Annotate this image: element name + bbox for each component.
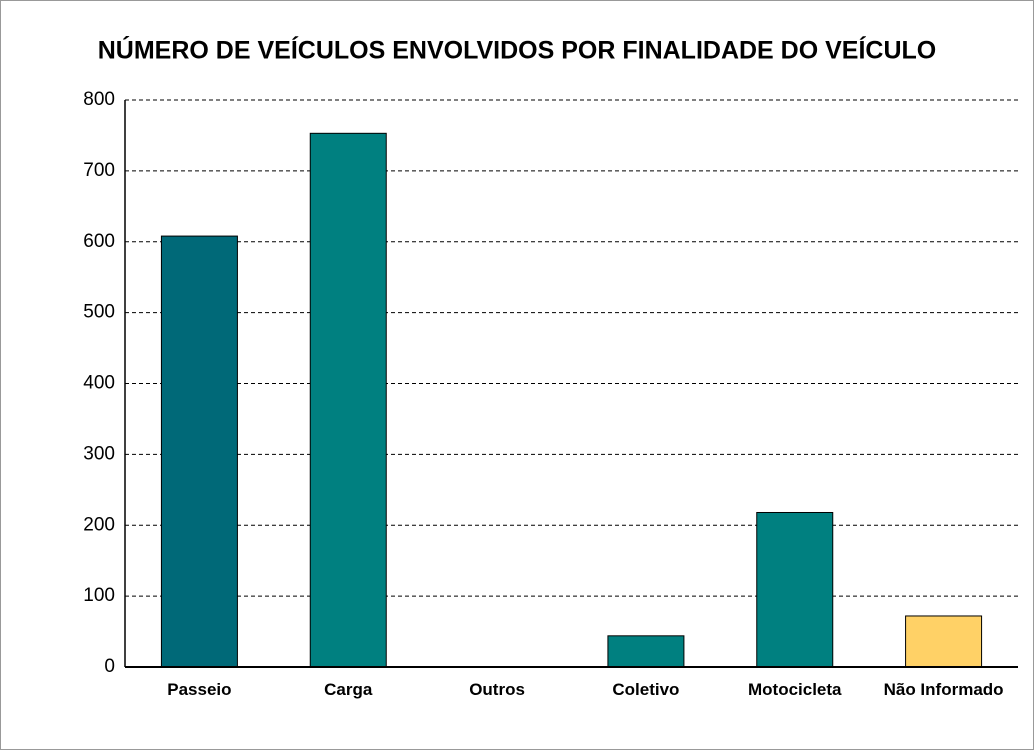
y-tick-label: 0 [104,656,115,677]
y-tick-label: 400 [83,373,115,394]
bar [309,132,387,668]
x-tick-label: Passeio [167,680,232,699]
x-tick-label: Não Informado [883,680,1004,699]
y-tick-label: 100 [83,585,115,606]
y-tick-label: 800 [83,89,115,110]
y-tick-label: 700 [83,160,115,181]
bar [756,511,834,668]
y-tick-label: 600 [83,231,115,252]
y-tick-label: 200 [83,514,115,535]
x-tick-label: Motocicleta [747,680,842,699]
bar [607,635,685,668]
bar [160,235,238,668]
bar [905,615,983,668]
x-tick-label: Coletivo [612,680,680,699]
y-tick-label: 300 [83,443,115,464]
chart-title: NÚMERO DE VEÍCULOS ENVOLVIDOS POR FINALI… [98,35,937,65]
x-tick-label: Carga [324,680,373,699]
y-tick-label: 500 [83,302,115,323]
x-tick-label: Outros [469,680,525,699]
